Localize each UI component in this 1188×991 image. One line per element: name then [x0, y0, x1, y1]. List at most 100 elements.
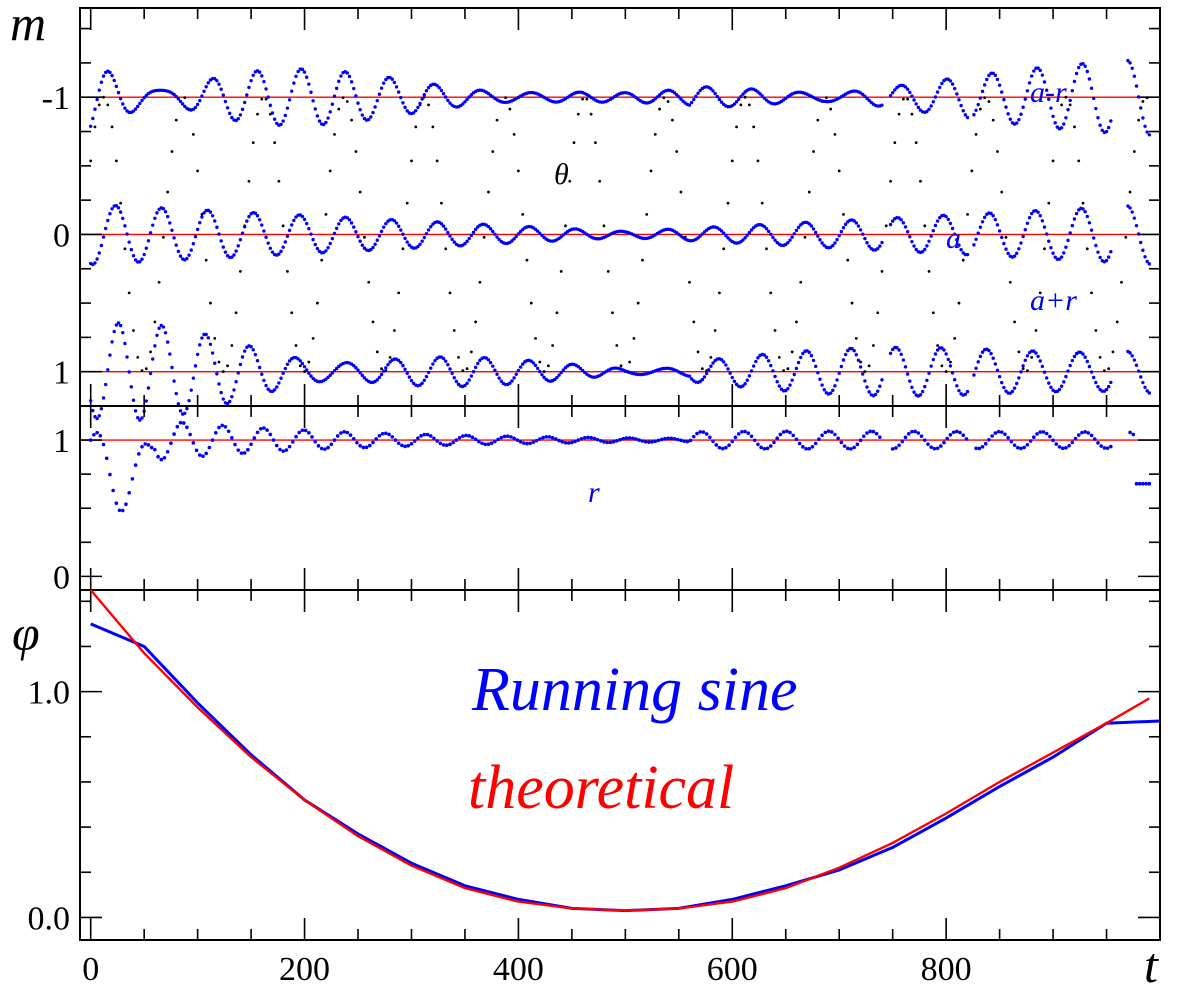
r-point	[762, 447, 767, 451]
y-axis-label: φ	[12, 605, 40, 661]
theta-point	[1128, 190, 1132, 194]
r-point	[207, 445, 212, 450]
theta-point	[230, 344, 234, 347]
a-minus-r-point	[324, 120, 328, 125]
theta-point	[1077, 159, 1081, 163]
a-point	[418, 242, 422, 246]
r-point	[1105, 446, 1110, 450]
theta-point	[465, 367, 469, 371]
a-point	[878, 244, 882, 248]
r-point	[428, 434, 433, 438]
a-minus-r-point	[974, 108, 978, 113]
a-point	[1104, 258, 1109, 263]
a-plus-r-point	[1066, 369, 1070, 373]
r-point	[743, 429, 747, 434]
a-minus-r-point	[116, 90, 121, 95]
a-point	[193, 234, 198, 239]
theta-point	[546, 364, 550, 368]
theta-point	[931, 311, 935, 315]
a-minus-r-point	[1023, 97, 1027, 101]
a-plus-r-point	[1134, 363, 1139, 367]
a-minus-r-point	[369, 115, 373, 119]
a-point	[1042, 225, 1047, 229]
a-minus-r-point	[174, 94, 178, 99]
a-point	[281, 245, 285, 249]
theta-point	[863, 370, 867, 373]
a-plus-r-point	[929, 364, 933, 368]
r-point	[573, 439, 577, 444]
a-plus-r-point	[448, 367, 452, 371]
a-point	[1070, 223, 1075, 228]
r-point	[595, 437, 600, 442]
a-plus-r-point	[1064, 374, 1068, 379]
a-plus-r-point	[578, 366, 583, 371]
a-plus-r-point	[518, 365, 523, 369]
r-point	[188, 432, 192, 437]
a-point	[976, 231, 980, 235]
r-point	[868, 429, 873, 434]
a-point	[352, 225, 356, 229]
theta-point	[628, 360, 632, 364]
a-point	[360, 243, 364, 247]
a-plus-r-point	[809, 353, 814, 358]
a-minus-r-point	[1104, 129, 1109, 134]
a-plus-r-point	[899, 352, 903, 356]
r-point	[239, 451, 244, 455]
r-point	[1051, 438, 1055, 443]
r-point	[740, 429, 744, 434]
a-point	[1083, 210, 1087, 214]
a-plus-r-point	[950, 371, 955, 375]
a-minus-r-point	[200, 94, 204, 98]
theta-point	[328, 169, 332, 173]
a-minus-r-point	[337, 79, 341, 84]
a-point	[465, 239, 469, 244]
a-point	[488, 227, 493, 231]
a-point	[371, 245, 375, 250]
a-point	[240, 231, 245, 235]
r-point	[894, 446, 898, 450]
a-point	[700, 232, 705, 236]
theta-point	[872, 344, 875, 347]
theta-point	[337, 107, 341, 111]
a-minus-r-point	[332, 94, 337, 98]
a-point	[392, 219, 397, 223]
theta-point	[114, 159, 118, 163]
r-point	[300, 428, 305, 433]
a-minus-r-point	[1143, 124, 1147, 128]
a-point	[747, 230, 752, 235]
a-point	[347, 218, 352, 222]
a-plus-r-point	[792, 372, 796, 377]
a-minus-r-point	[1087, 77, 1092, 81]
a-point	[762, 224, 767, 229]
a-minus-r-point	[1077, 65, 1081, 70]
a-plus-r-point	[1136, 369, 1141, 373]
theta-point	[576, 112, 580, 116]
theta-point	[1026, 369, 1029, 373]
a-minus-r-point	[1049, 106, 1053, 110]
a-plus-r-point	[1085, 359, 1089, 364]
theta-point	[256, 112, 259, 116]
a-minus-r-point	[223, 99, 228, 104]
r-point	[521, 441, 526, 445]
a-point	[995, 223, 1000, 227]
a-point	[796, 225, 801, 230]
a-point	[471, 230, 476, 234]
a-minus-r-point	[110, 73, 114, 78]
r-point	[656, 438, 661, 443]
a-minus-r-point	[985, 77, 989, 82]
a-plus-r-point	[1089, 370, 1094, 374]
a-point	[914, 247, 918, 252]
a-point	[1087, 221, 1092, 225]
a-plus-r-point	[905, 372, 910, 376]
r-point	[541, 435, 545, 440]
r-point	[765, 446, 770, 451]
a-minus-r-point	[995, 77, 1000, 82]
a-minus-r-point	[711, 89, 715, 93]
a-minus-r-point	[927, 107, 931, 111]
a-point	[965, 252, 970, 257]
a-plus-r-point	[285, 362, 290, 367]
r-point	[412, 439, 417, 443]
a-plus-r-point	[867, 390, 871, 394]
theta-point	[102, 95, 105, 99]
a-plus-r-point	[358, 371, 362, 375]
